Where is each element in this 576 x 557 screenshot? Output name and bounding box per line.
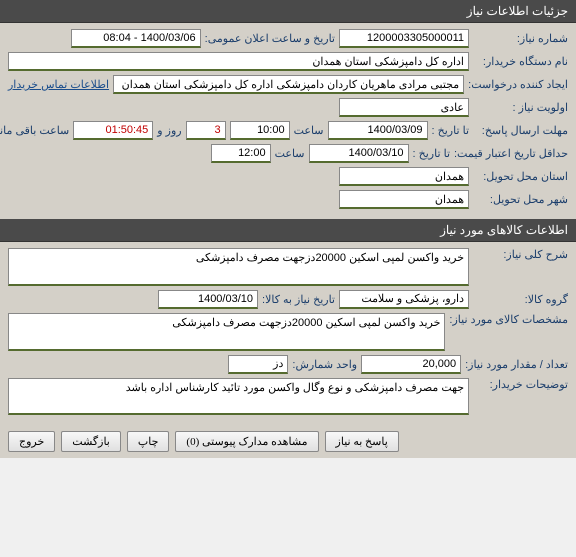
- delivery-province-label: استان محل تحویل:: [473, 170, 568, 183]
- back-button[interactable]: بازگشت: [61, 431, 121, 452]
- specs-label: مشخصات کالای مورد نیاز:: [449, 313, 568, 326]
- section2-body: شرح کلی نیاز: گروه کالا: تاریخ نیاز به ک…: [0, 242, 576, 425]
- delivery-city-input[interactable]: [339, 190, 469, 209]
- contact-link[interactable]: اطلاعات تماس خریدار: [8, 78, 109, 91]
- price-date-input[interactable]: [309, 144, 409, 163]
- unit-input[interactable]: [228, 355, 288, 374]
- specs-textarea[interactable]: [8, 313, 445, 351]
- group-input[interactable]: [339, 290, 469, 309]
- remaining-label: ساعت باقی مانده: [0, 124, 69, 137]
- unit-label: واحد شمارش:: [292, 358, 357, 371]
- response-time-input[interactable]: [230, 121, 290, 140]
- respond-button[interactable]: پاسخ به نیاز: [325, 431, 399, 452]
- qty-label: تعداد / مقدار مورد نیاز:: [465, 358, 568, 371]
- section2-header: اطلاعات کالاهای مورد نیاز: [0, 219, 576, 242]
- public-date-label: تاریخ و ساعت اعلان عمومی:: [205, 32, 335, 45]
- need-by-label: تاریخ نیاز به کالا:: [262, 293, 335, 306]
- section2-title: اطلاعات کالاهای مورد نیاز: [440, 223, 568, 237]
- price-validity-label: حداقل تاریخ اعتبار قیمت:: [454, 147, 568, 160]
- desc-textarea[interactable]: [8, 248, 469, 286]
- time-label-1: ساعت: [294, 124, 324, 137]
- days-remaining-input[interactable]: [186, 121, 226, 140]
- to-date-label-2: تا تاریخ :: [413, 147, 450, 160]
- buyer-notes-textarea[interactable]: [8, 378, 469, 416]
- requester-label: ایجاد کننده درخواست:: [468, 78, 568, 91]
- button-row: پاسخ به نیاز مشاهده مدارک پیوستی (0) چاپ…: [0, 425, 576, 458]
- group-label: گروه کالا:: [473, 293, 568, 306]
- attachments-button[interactable]: مشاهده مدارک پیوستی (0): [175, 431, 318, 452]
- print-button[interactable]: چاپ: [127, 431, 170, 452]
- requester-input[interactable]: [113, 75, 464, 94]
- delivery-city-label: شهر محل تحویل:: [473, 193, 568, 206]
- time-remaining-input[interactable]: [73, 121, 153, 140]
- need-by-input[interactable]: [158, 290, 258, 309]
- response-deadline-label: مهلت ارسال پاسخ:: [473, 124, 568, 137]
- buyer-org-input[interactable]: [8, 52, 469, 71]
- public-date-input[interactable]: [71, 29, 201, 48]
- need-number-input[interactable]: [339, 29, 469, 48]
- buyer-notes-label: توضیحات خریدار:: [473, 378, 568, 391]
- section1-body: شماره نیاز: تاریخ و ساعت اعلان عمومی: نا…: [0, 23, 576, 219]
- need-number-label: شماره نیاز:: [473, 32, 568, 45]
- time-label-2: ساعت: [275, 147, 305, 160]
- section1-title: جزئیات اطلاعات نیاز: [467, 4, 568, 18]
- price-time-input[interactable]: [211, 144, 271, 163]
- delivery-province-input[interactable]: [339, 167, 469, 186]
- response-date-input[interactable]: [328, 121, 428, 140]
- exit-button[interactable]: خروج: [8, 431, 55, 452]
- qty-input[interactable]: [361, 355, 461, 374]
- buyer-org-label: نام دستگاه خریدار:: [473, 55, 568, 68]
- to-date-label: تا تاریخ :: [432, 124, 469, 137]
- priority-label: اولویت نیاز :: [473, 101, 568, 114]
- priority-input[interactable]: [339, 98, 469, 117]
- section1-header: جزئیات اطلاعات نیاز: [0, 0, 576, 23]
- desc-label: شرح کلی نیاز:: [473, 248, 568, 261]
- days-label: روز و: [157, 124, 181, 137]
